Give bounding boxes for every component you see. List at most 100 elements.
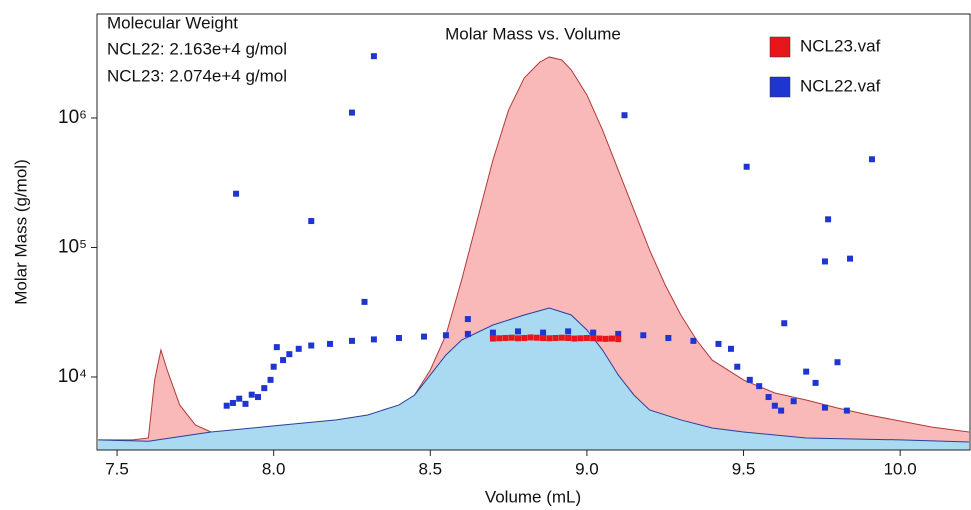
point (596, 335, 603, 342)
point (812, 379, 819, 386)
point (615, 330, 622, 337)
x-tick-label: 8.0 (262, 459, 286, 478)
plot-frame (96, 13, 971, 451)
annotation: NCL22: 2.163e+4 g/mol (107, 39, 287, 58)
point (502, 334, 509, 341)
point (421, 333, 428, 340)
point (771, 402, 778, 409)
point (267, 376, 274, 383)
point (868, 156, 875, 163)
chart-title: Molar Mass vs. Volume (445, 24, 621, 43)
point (746, 376, 753, 383)
point (781, 320, 788, 327)
point (308, 342, 315, 349)
point (552, 334, 559, 341)
x-tick-label: 8.5 (418, 459, 442, 478)
point (778, 407, 785, 414)
point (821, 258, 828, 265)
annotation: Molecular Weight (107, 13, 238, 32)
area-fill (98, 56, 970, 450)
point (640, 332, 647, 339)
point (236, 395, 243, 402)
point (590, 335, 597, 342)
point (825, 216, 832, 223)
point (690, 337, 697, 344)
x-axis-label: Volume (mL) (485, 487, 581, 506)
point (790, 398, 797, 405)
point (571, 335, 578, 342)
point (590, 329, 597, 336)
x-tick-label: 7.5 (105, 459, 129, 478)
legend-label: NCL22.vaf (800, 76, 881, 95)
point (370, 53, 377, 60)
area-line (98, 56, 970, 441)
point (843, 407, 850, 414)
point (727, 345, 734, 352)
point (546, 335, 553, 342)
point (248, 391, 255, 398)
annotation: NCL23: 2.074e+4 g/mol (107, 66, 287, 85)
point (514, 335, 521, 342)
point (615, 336, 622, 343)
point (233, 190, 240, 197)
area-line (98, 307, 970, 443)
point (273, 344, 280, 351)
point (834, 359, 841, 366)
point (370, 336, 377, 343)
y-tick-label: 10⁵ (58, 236, 87, 257)
point (565, 328, 572, 335)
point (803, 368, 810, 375)
point (577, 335, 584, 342)
point (583, 334, 590, 341)
point (255, 394, 262, 401)
point (489, 335, 496, 342)
point (295, 345, 302, 352)
point (464, 316, 471, 323)
point (242, 400, 249, 407)
point (743, 163, 750, 170)
point (395, 334, 402, 341)
point (508, 334, 515, 341)
legend-label: NCL23.vaf (800, 36, 881, 55)
x-tick-label: 9.0 (575, 459, 599, 478)
point (558, 334, 565, 341)
point (348, 337, 355, 344)
point (280, 357, 287, 364)
point (540, 329, 547, 336)
point (665, 334, 672, 341)
point (286, 351, 293, 358)
point (565, 334, 572, 341)
point (765, 394, 772, 401)
point (734, 363, 741, 370)
point (608, 335, 615, 342)
legend-swatch (769, 76, 791, 98)
point (602, 335, 609, 342)
point (514, 328, 521, 335)
point (223, 402, 230, 409)
point (756, 383, 763, 390)
point (229, 399, 236, 406)
legend-swatch (769, 36, 791, 58)
plot-layer (98, 53, 970, 450)
point (521, 334, 528, 341)
point (527, 334, 534, 341)
area-fill (98, 307, 970, 450)
point (533, 334, 540, 341)
point (348, 109, 355, 116)
point (621, 112, 628, 119)
point (464, 330, 471, 337)
x-tick-label: 10.0 (884, 459, 917, 478)
point (847, 255, 854, 262)
point (540, 334, 547, 341)
point (361, 298, 368, 305)
x-tick-label: 9.5 (732, 459, 756, 478)
point (821, 404, 828, 411)
y-axis-label: Molar Mass (g/mol) (11, 159, 30, 304)
point (442, 332, 449, 339)
point (496, 335, 503, 342)
point (489, 329, 496, 336)
point (715, 340, 722, 347)
y-tick-label: 10⁴ (58, 366, 87, 387)
point (270, 363, 277, 370)
